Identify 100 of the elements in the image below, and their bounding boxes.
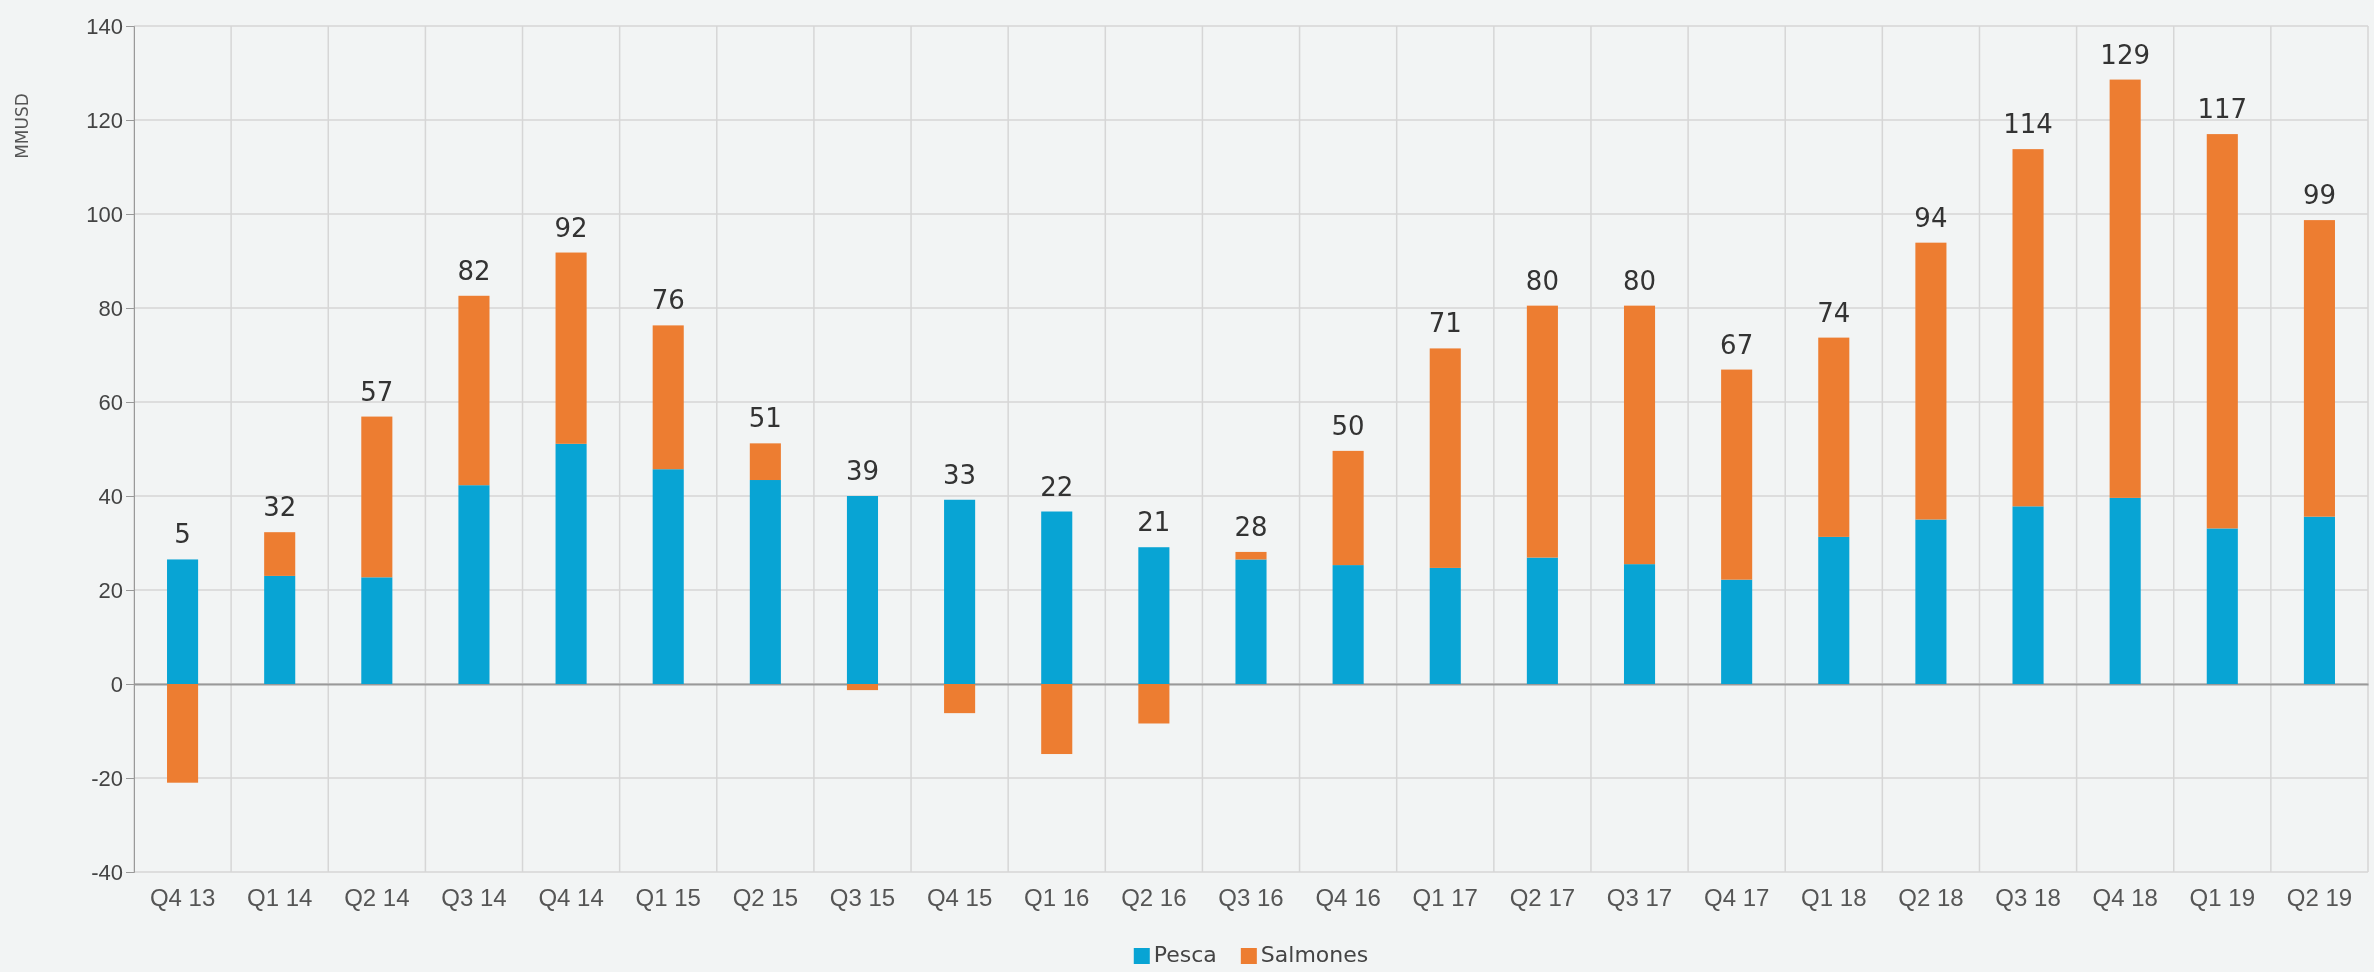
bar	[652, 325, 684, 470]
bar	[2206, 528, 2238, 684]
total-label: 114	[2003, 109, 2053, 140]
bar	[2109, 497, 2141, 684]
x-tick-label: Q2 14	[344, 884, 410, 911]
bar	[1818, 536, 1850, 684]
x-tick-label: Q2 15	[732, 884, 799, 911]
bar	[555, 443, 587, 684]
bar	[1332, 565, 1364, 684]
total-label: 50	[1331, 410, 1365, 441]
bar	[1623, 305, 1656, 565]
bar	[1041, 511, 1073, 684]
total-label: 94	[1914, 202, 1948, 233]
total-label: 129	[2100, 39, 2150, 70]
y-tick-label: 120	[86, 107, 123, 133]
x-tick-label: Q4 15	[926, 884, 993, 911]
bar	[749, 443, 781, 481]
bar	[1332, 450, 1364, 566]
x-tick-label: Q1 14	[247, 884, 313, 911]
x-tick-label: Q1 15	[635, 884, 701, 911]
x-tick-label: Q3 16	[1218, 884, 1284, 911]
x-tick-label: Q3 14	[441, 884, 507, 911]
bar	[1623, 564, 1656, 684]
bar	[1915, 242, 1947, 520]
bar	[2012, 149, 2044, 507]
bar	[458, 295, 490, 486]
bar	[361, 416, 393, 578]
y-tick-label: -40	[91, 859, 123, 885]
bar	[555, 252, 587, 444]
x-tick-label: Q2 19	[2286, 884, 2353, 911]
bar	[1526, 557, 1558, 684]
x-tick-label: Q1 19	[2189, 884, 2255, 911]
x-tick-label: Q2 18	[1898, 884, 1964, 911]
bar	[1041, 684, 1073, 755]
bar	[2109, 79, 2141, 498]
bar	[652, 469, 684, 684]
total-label: 33	[943, 459, 977, 490]
total-label: 71	[1428, 308, 1462, 339]
bar	[1721, 579, 1753, 684]
bar	[264, 575, 296, 684]
x-tick-label: Q3 18	[1995, 884, 2061, 911]
x-tick-label: Q4 18	[2092, 884, 2158, 911]
x-tick-label: Q1 17	[1412, 884, 1478, 911]
bar	[1235, 559, 1267, 684]
bar	[361, 577, 393, 684]
bar	[1429, 567, 1461, 684]
x-tick-label: Q3 17	[1606, 884, 1673, 911]
total-label: 80	[1622, 265, 1657, 296]
total-label: 32	[263, 492, 297, 523]
bar	[1818, 337, 1850, 537]
legend-label: Pesca	[1153, 942, 1217, 967]
total-label: 5	[174, 519, 191, 550]
bar	[2303, 220, 2335, 517]
total-label: 28	[1234, 511, 1268, 542]
bar	[944, 684, 976, 714]
bar	[1235, 551, 1267, 560]
bar	[167, 684, 199, 783]
bar	[1429, 348, 1461, 568]
x-tick-label: Q3 15	[829, 884, 896, 911]
total-label: 76	[651, 285, 685, 316]
x-tick-label: Q1 16	[1024, 884, 1090, 911]
total-label: 57	[360, 376, 394, 407]
y-tick-label: 20	[98, 577, 123, 603]
total-label: 82	[457, 255, 491, 286]
y-tick-label: 0	[110, 671, 123, 697]
total-label: 74	[1817, 297, 1851, 328]
total-label: 39	[845, 456, 880, 486]
x-tick-label: Q1 18	[1801, 884, 1867, 911]
y-tick-label: 100	[86, 201, 123, 227]
x-tick-label: Q4 17	[1703, 884, 1770, 911]
bar	[1915, 519, 1947, 684]
y-tick-label: 60	[98, 389, 123, 415]
total-label: 51	[748, 403, 782, 434]
bar	[264, 532, 296, 576]
bar	[458, 485, 490, 684]
total-label: 99	[2302, 180, 2336, 211]
x-tick-label: Q4 16	[1315, 884, 1381, 911]
x-tick-label: Q4 14	[538, 884, 604, 911]
bar	[846, 496, 879, 684]
y-tick-label: -20	[91, 765, 123, 791]
total-label: 117	[2197, 94, 2248, 125]
bar	[846, 684, 879, 691]
bar	[1138, 547, 1170, 684]
y-tick-label: 140	[86, 13, 123, 39]
total-label: 22	[1040, 471, 1074, 502]
total-label: 21	[1137, 507, 1171, 538]
bar	[1138, 684, 1170, 724]
bar	[1526, 305, 1558, 558]
legend-label: Salmones	[1260, 942, 1369, 967]
bar	[2012, 506, 2044, 684]
bar	[2303, 516, 2335, 684]
bar	[944, 499, 976, 684]
total-label: 80	[1525, 265, 1559, 296]
x-tick-label: Q2 17	[1509, 884, 1576, 911]
y-tick-label: 80	[98, 295, 123, 321]
total-label: 92	[554, 212, 588, 243]
bar	[2206, 134, 2238, 529]
bar	[167, 559, 199, 684]
bar	[749, 480, 781, 684]
bar	[1721, 369, 1753, 580]
